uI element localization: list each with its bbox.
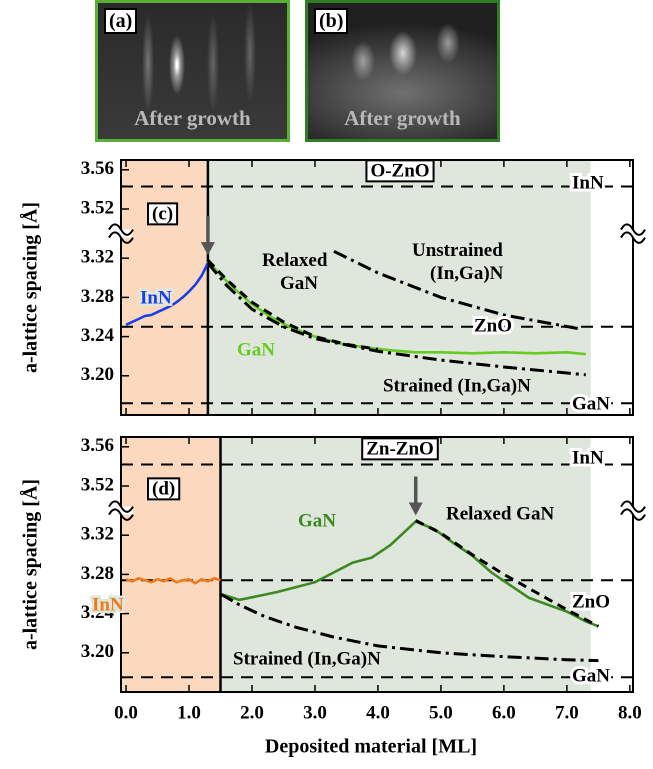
series-label: GaN — [237, 339, 275, 360]
panel-title: Zn-ZnO — [366, 438, 434, 459]
series-label: Relaxed GaN — [446, 503, 554, 524]
series-label: Strained (In,Ga)N — [383, 375, 531, 396]
y-tick-label: 3.20 — [81, 641, 114, 662]
x-tick-label: 6.0 — [492, 702, 516, 723]
y-tick-label: 3.32 — [81, 247, 114, 268]
y-tick-label: 3.24 — [81, 325, 115, 346]
reference-label: ZnO — [572, 591, 610, 612]
x-tick-label: 7.0 — [555, 702, 579, 723]
reference-label: GaN — [572, 665, 610, 686]
series-label: InN — [92, 594, 124, 615]
y-tick-label: 3.52 — [81, 197, 114, 218]
panel-label: (d) — [152, 478, 175, 499]
y-axis-label: a-lattice spacing [Å] — [19, 479, 42, 650]
x-tick-label: 4.0 — [366, 702, 390, 723]
chart: 3.20 3.24 3.28 3.32 3.52 3.56 InN GaN Relaxed Ga… — [0, 0, 653, 769]
x-tick-label: 2.0 — [240, 702, 264, 723]
x-tick-label: 8.0 — [618, 702, 642, 723]
panel-title: O-ZnO — [370, 160, 429, 181]
y-tick-label: 3.56 — [81, 158, 114, 179]
series-label: Strained (In,Ga)N — [233, 648, 381, 669]
x-tick-label: 3.0 — [303, 702, 327, 723]
series-label: GaN — [298, 510, 336, 531]
x-axis-label: Deposited material [ML] — [265, 736, 477, 758]
y-tick-label: 3.52 — [81, 474, 114, 495]
y-tick-label: 3.28 — [81, 563, 114, 584]
reference-label: InN — [572, 447, 604, 468]
page: (a) After growth (b) After growth 3.203.… — [0, 0, 653, 769]
reference-label: GaN — [572, 393, 610, 414]
x-tick-label: 1.0 — [177, 702, 201, 723]
reference-label: ZnO — [474, 315, 512, 336]
y-axis-label: a-lattice spacing [Å] — [19, 202, 42, 373]
x-tick-label: 0.0 — [114, 702, 138, 723]
panel-label: (c) — [152, 203, 173, 224]
region — [121, 437, 221, 692]
y-tick-label: 3.28 — [81, 286, 114, 307]
y-tick-label: 3.56 — [81, 435, 114, 456]
x-tick-label: 5.0 — [429, 702, 453, 723]
y-tick-label: 3.32 — [81, 524, 114, 545]
reference-label: InN — [572, 172, 604, 193]
series-label: InN — [140, 287, 172, 308]
y-tick-label: 3.20 — [81, 364, 114, 385]
